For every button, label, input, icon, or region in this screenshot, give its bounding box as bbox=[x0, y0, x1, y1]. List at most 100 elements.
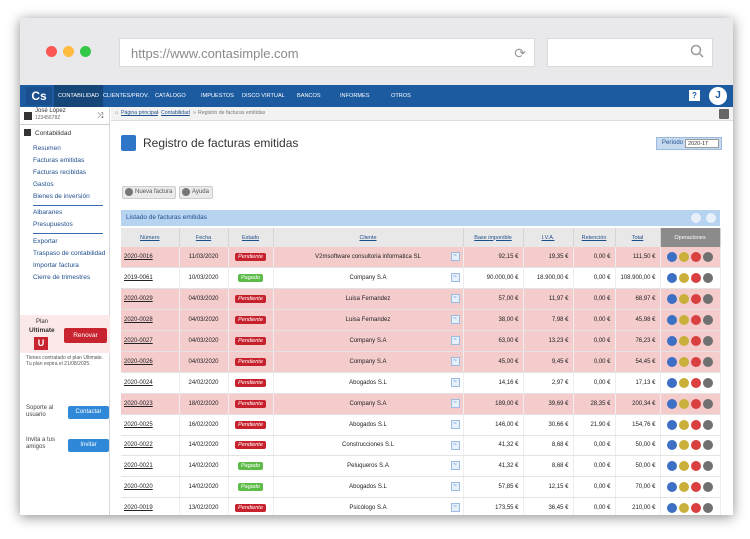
trend-icon[interactable]: ~ bbox=[450, 398, 460, 408]
col-fecha[interactable]: Fecha bbox=[179, 228, 229, 247]
copy-icon[interactable] bbox=[679, 440, 689, 451]
print-icon[interactable] bbox=[691, 461, 701, 472]
col-numero[interactable]: Número bbox=[121, 228, 180, 247]
invoice-number-link[interactable]: 2020-0023 bbox=[121, 393, 180, 415]
maximize-window-button[interactable] bbox=[80, 46, 91, 57]
more-options-icon[interactable] bbox=[703, 482, 713, 493]
nav-contabilidad[interactable]: CONTABILIDAD bbox=[54, 85, 103, 107]
invoice-number-link[interactable]: 2020-0025 bbox=[121, 414, 180, 436]
sidebar-item-albaranes[interactable]: Albaranes bbox=[33, 209, 63, 216]
col-retencion[interactable]: Retención bbox=[573, 228, 616, 247]
sidebar-item-bienes-inversion[interactable]: Bienes de inversión bbox=[33, 193, 90, 200]
new-invoice-button[interactable]: Nueva factura bbox=[122, 186, 177, 199]
copy-icon[interactable] bbox=[679, 482, 689, 493]
col-cliente[interactable]: Cliente bbox=[273, 228, 464, 247]
sidebar-item-facturas-emitidas[interactable]: Facturas emitidas bbox=[33, 157, 85, 164]
nav-informes[interactable]: INFORMES bbox=[340, 93, 370, 99]
attach-icon[interactable] bbox=[667, 315, 677, 326]
trend-icon[interactable]: ~ bbox=[450, 482, 460, 492]
browser-search-box[interactable] bbox=[547, 38, 713, 67]
invoice-number-link[interactable]: 2020-0021 bbox=[121, 455, 180, 478]
more-options-icon[interactable] bbox=[703, 315, 713, 326]
close-window-button[interactable] bbox=[46, 46, 57, 57]
invoice-number-link[interactable]: 2020-0026 bbox=[121, 351, 180, 373]
attach-icon[interactable] bbox=[667, 377, 677, 388]
breadcrumb-contabilidad[interactable]: Contabilidad bbox=[161, 110, 190, 116]
trend-icon[interactable]: ~ bbox=[450, 252, 460, 261]
copy-icon[interactable] bbox=[679, 398, 689, 409]
nav-catalogo[interactable]: CATÁLOGO bbox=[155, 93, 186, 99]
copy-icon[interactable] bbox=[679, 336, 689, 346]
sidebar-item-importar-factura[interactable]: Importar factura bbox=[33, 262, 79, 269]
invoice-number-link[interactable]: 2020-0020 bbox=[121, 476, 180, 499]
trend-icon[interactable]: ~ bbox=[450, 315, 460, 325]
switch-account-icon[interactable]: ⤨ bbox=[97, 111, 104, 120]
attach-icon[interactable] bbox=[667, 294, 677, 305]
sidebar-item-gastos[interactable]: Gastos bbox=[33, 181, 54, 188]
print-icon[interactable] bbox=[691, 294, 701, 305]
col-estado[interactable]: Estado bbox=[228, 228, 274, 247]
nav-bancos[interactable]: BANCOS bbox=[297, 93, 321, 99]
print-icon[interactable] bbox=[691, 315, 701, 326]
attach-icon[interactable] bbox=[667, 503, 677, 514]
col-base[interactable]: Base imponible bbox=[463, 228, 524, 247]
copy-icon[interactable] bbox=[679, 377, 689, 388]
copy-icon[interactable] bbox=[679, 315, 689, 326]
more-options-icon[interactable] bbox=[703, 419, 713, 430]
more-options-icon[interactable] bbox=[703, 294, 713, 305]
invoice-number-link[interactable]: 2019-0061 bbox=[121, 267, 180, 290]
copy-icon[interactable] bbox=[679, 461, 689, 472]
copy-icon[interactable] bbox=[679, 252, 689, 263]
invoice-number-link[interactable]: 2020-0029 bbox=[121, 288, 180, 311]
print-icon[interactable] bbox=[691, 336, 701, 346]
invoice-number-link[interactable]: 2020-0022 bbox=[121, 435, 180, 457]
help-button[interactable]: Ayuda bbox=[179, 186, 213, 199]
copy-icon[interactable] bbox=[679, 273, 689, 284]
nav-disco-virtual[interactable]: DISCO VIRTUAL bbox=[242, 93, 285, 99]
col-iva[interactable]: I.V.A. bbox=[523, 228, 574, 247]
more-options-icon[interactable] bbox=[703, 398, 713, 409]
trend-icon[interactable]: ~ bbox=[450, 294, 460, 304]
print-icon[interactable] bbox=[691, 377, 701, 388]
copy-icon[interactable] bbox=[679, 356, 689, 367]
print-icon[interactable] bbox=[691, 273, 701, 284]
renew-button[interactable]: Renovar bbox=[64, 328, 107, 343]
nav-clientes[interactable]: CLIENTES/PROV. bbox=[103, 93, 149, 99]
sidebar-item-exportar[interactable]: Exportar bbox=[33, 238, 58, 245]
more-options-icon[interactable] bbox=[703, 336, 713, 346]
more-options-icon[interactable] bbox=[703, 356, 713, 367]
attach-icon[interactable] bbox=[667, 336, 677, 346]
nav-otros[interactable]: OTROS bbox=[391, 93, 411, 99]
nav-impuestos[interactable]: IMPUESTOS bbox=[201, 93, 234, 99]
col-total[interactable]: Total bbox=[615, 228, 661, 247]
attach-icon[interactable] bbox=[667, 419, 677, 430]
app-logo[interactable]: Cs bbox=[26, 87, 52, 105]
sidebar-item-facturas-recibidas[interactable]: Facturas recibidas bbox=[33, 169, 87, 176]
trend-icon[interactable]: ~ bbox=[450, 336, 460, 346]
print-icon[interactable] bbox=[691, 356, 701, 367]
attach-icon[interactable] bbox=[667, 273, 677, 284]
minimize-window-button[interactable] bbox=[63, 46, 74, 57]
attach-icon[interactable] bbox=[667, 252, 677, 263]
more-options-icon[interactable] bbox=[703, 503, 713, 514]
attach-icon[interactable] bbox=[667, 440, 677, 451]
sidebar-item-resumen[interactable]: Resumen bbox=[33, 145, 61, 152]
more-options-icon[interactable] bbox=[703, 377, 713, 388]
reload-icon[interactable]: ⟳ bbox=[514, 45, 526, 61]
attach-icon[interactable] bbox=[667, 356, 677, 367]
filter-icon[interactable] bbox=[691, 213, 701, 223]
address-bar[interactable]: https://www.contasimple.com ⟳ bbox=[119, 38, 535, 67]
invoice-number-link[interactable]: 2020-0019 bbox=[121, 497, 180, 515]
print-icon[interactable] bbox=[691, 252, 701, 263]
print-icon[interactable] bbox=[691, 440, 701, 451]
invoice-number-link[interactable]: 2020-0027 bbox=[121, 330, 180, 352]
trend-icon[interactable]: ~ bbox=[450, 419, 460, 429]
attach-icon[interactable] bbox=[667, 398, 677, 409]
trend-icon[interactable]: ~ bbox=[450, 440, 460, 450]
trend-icon[interactable]: ~ bbox=[450, 377, 460, 387]
print-icon[interactable] bbox=[691, 482, 701, 493]
sidebar-item-traspaso[interactable]: Traspaso de contabilidad bbox=[33, 250, 106, 257]
search-icon[interactable] bbox=[719, 109, 729, 119]
period-select[interactable]: 2020-1T bbox=[685, 139, 719, 148]
invoice-number-link[interactable]: 2020-0016 bbox=[121, 247, 180, 269]
